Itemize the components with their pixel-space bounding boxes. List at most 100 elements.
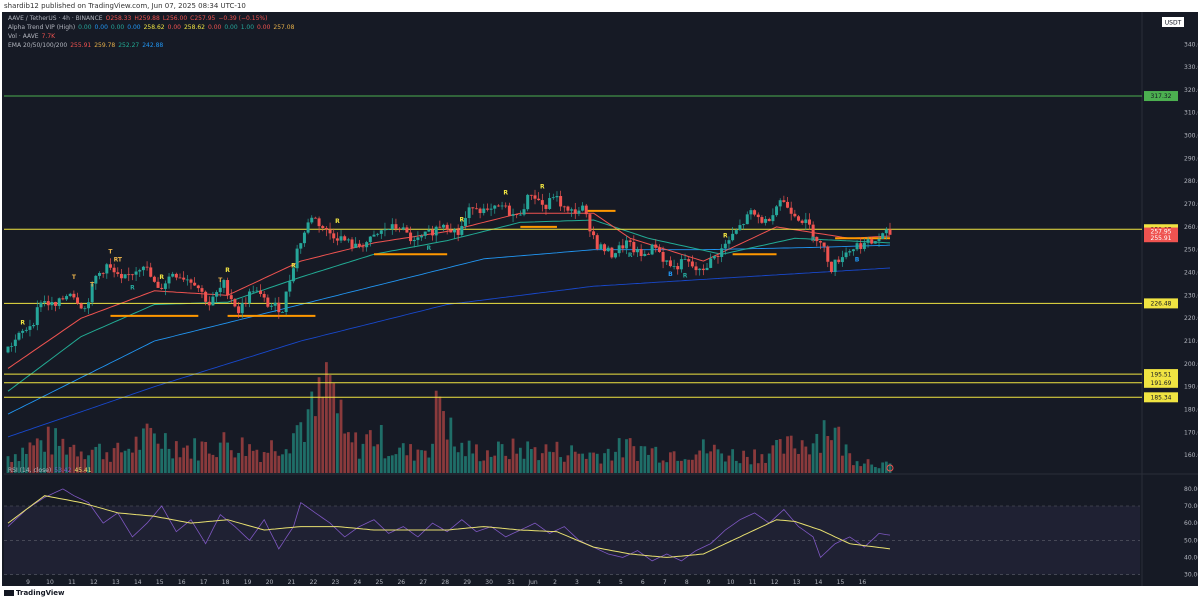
volume-bar <box>588 452 592 473</box>
x-tick-label: 3 <box>575 579 579 586</box>
symbol_line-item-4: C257.95 <box>190 15 216 22</box>
volume-bar <box>738 463 742 473</box>
volume-bar <box>398 447 401 473</box>
volume-bar <box>222 432 226 473</box>
candle-body <box>452 229 456 233</box>
volume-bar <box>116 442 120 473</box>
volume-bar <box>6 456 10 473</box>
candle-body <box>709 258 713 268</box>
candle-body <box>119 273 123 279</box>
volume-bar <box>771 445 775 473</box>
candle-body <box>632 242 636 253</box>
volume-bar <box>303 441 306 473</box>
alpha_trend_line-item-10: 1.00 <box>240 24 255 31</box>
volume-bar <box>698 450 702 473</box>
candle-body <box>112 267 116 273</box>
alpha_trend_line-item-4: 0.00 <box>127 24 141 31</box>
volume-bar <box>90 449 94 473</box>
volume-bar <box>240 437 244 473</box>
volume-bar <box>672 451 676 473</box>
volume-bar <box>592 452 595 473</box>
volume-bar <box>877 468 881 473</box>
x-tick-label: 13 <box>112 579 120 586</box>
candle-body <box>624 240 628 249</box>
candle-body <box>409 232 413 242</box>
candle-body <box>807 219 811 225</box>
volume-bar <box>690 459 694 473</box>
signal-marker: R <box>683 272 688 279</box>
volume-bar <box>694 454 698 473</box>
x-tick-label: 15 <box>837 579 845 586</box>
signal-marker: RT <box>114 257 123 264</box>
volume-bar <box>196 460 200 473</box>
candle-body <box>731 233 735 241</box>
volume-bar <box>156 443 160 473</box>
candle-body <box>339 236 343 241</box>
candle-body <box>555 196 559 198</box>
volume-bar <box>577 453 581 473</box>
volume-bar <box>46 426 50 473</box>
volume-bar <box>811 443 815 473</box>
candle-body <box>500 205 504 207</box>
volume-bar <box>844 444 848 473</box>
volume-bar <box>625 439 628 473</box>
volume-bar <box>881 462 885 473</box>
candle-body <box>504 205 508 207</box>
volume-bar <box>712 444 716 473</box>
volume-bar <box>324 362 328 473</box>
volume-bar <box>478 461 482 473</box>
volume-bar <box>138 449 142 473</box>
candle-body <box>306 222 310 233</box>
footer-bar: TradingView <box>0 586 1200 603</box>
volume-bar <box>870 464 874 473</box>
candle-body <box>178 277 182 279</box>
candle-body <box>24 329 28 331</box>
y-tick-label: 280.00 <box>1184 178 1198 185</box>
candle-body <box>379 230 383 234</box>
alpha_trend_line-item-2: 0.00 <box>94 24 108 31</box>
ema100-line <box>7 244 891 415</box>
volume-bar <box>310 391 314 473</box>
volume-bar <box>852 465 855 473</box>
candle-body <box>720 248 724 257</box>
alpha_trend_line-item-8: 0.00 <box>207 24 222 31</box>
y-tick-label: 290.00 <box>1184 155 1198 162</box>
candle-body <box>35 307 39 326</box>
volume-bar <box>793 448 797 473</box>
chart-canvas[interactable]: 160.00170.00180.00190.00200.00210.00220.… <box>2 12 1198 586</box>
candle-body <box>851 249 855 252</box>
candle-body <box>749 210 753 215</box>
chart-frame[interactable]: 160.00170.00180.00190.00200.00210.00220.… <box>2 12 1198 586</box>
candle-body <box>335 238 339 241</box>
x-tick-label: 20 <box>266 579 274 586</box>
volume-bar <box>200 441 204 473</box>
volume-bar <box>705 453 709 473</box>
candle-body <box>368 236 372 243</box>
candle-body <box>471 207 475 209</box>
y-tick-label: 230.00 <box>1184 292 1198 299</box>
volume-bar <box>281 454 284 473</box>
volume-bar <box>654 446 658 473</box>
volume-bar <box>475 444 478 473</box>
volume-bar <box>742 450 746 473</box>
last-bar-marker-icon <box>886 464 894 472</box>
volume-bar <box>753 449 756 473</box>
level-label: 226.48 <box>1151 301 1172 308</box>
candle-body <box>233 299 237 307</box>
volume-bar <box>284 449 288 473</box>
candle-body <box>866 239 870 243</box>
volume-bar <box>873 467 877 473</box>
candle-body <box>10 346 14 347</box>
candle-body <box>90 283 94 303</box>
signal-marker: R <box>335 218 340 225</box>
candle-body <box>193 282 197 286</box>
volume-bar <box>24 453 28 473</box>
y-tick-label: 160.00 <box>1184 452 1198 459</box>
x-tick-label: 6 <box>641 579 645 586</box>
y-tick-label: 320.00 <box>1184 87 1198 94</box>
candle-body <box>881 233 885 239</box>
volume-bar <box>105 452 109 473</box>
volume-bar <box>804 446 808 473</box>
signal-marker: R <box>130 285 135 292</box>
ema50-line <box>7 219 891 392</box>
